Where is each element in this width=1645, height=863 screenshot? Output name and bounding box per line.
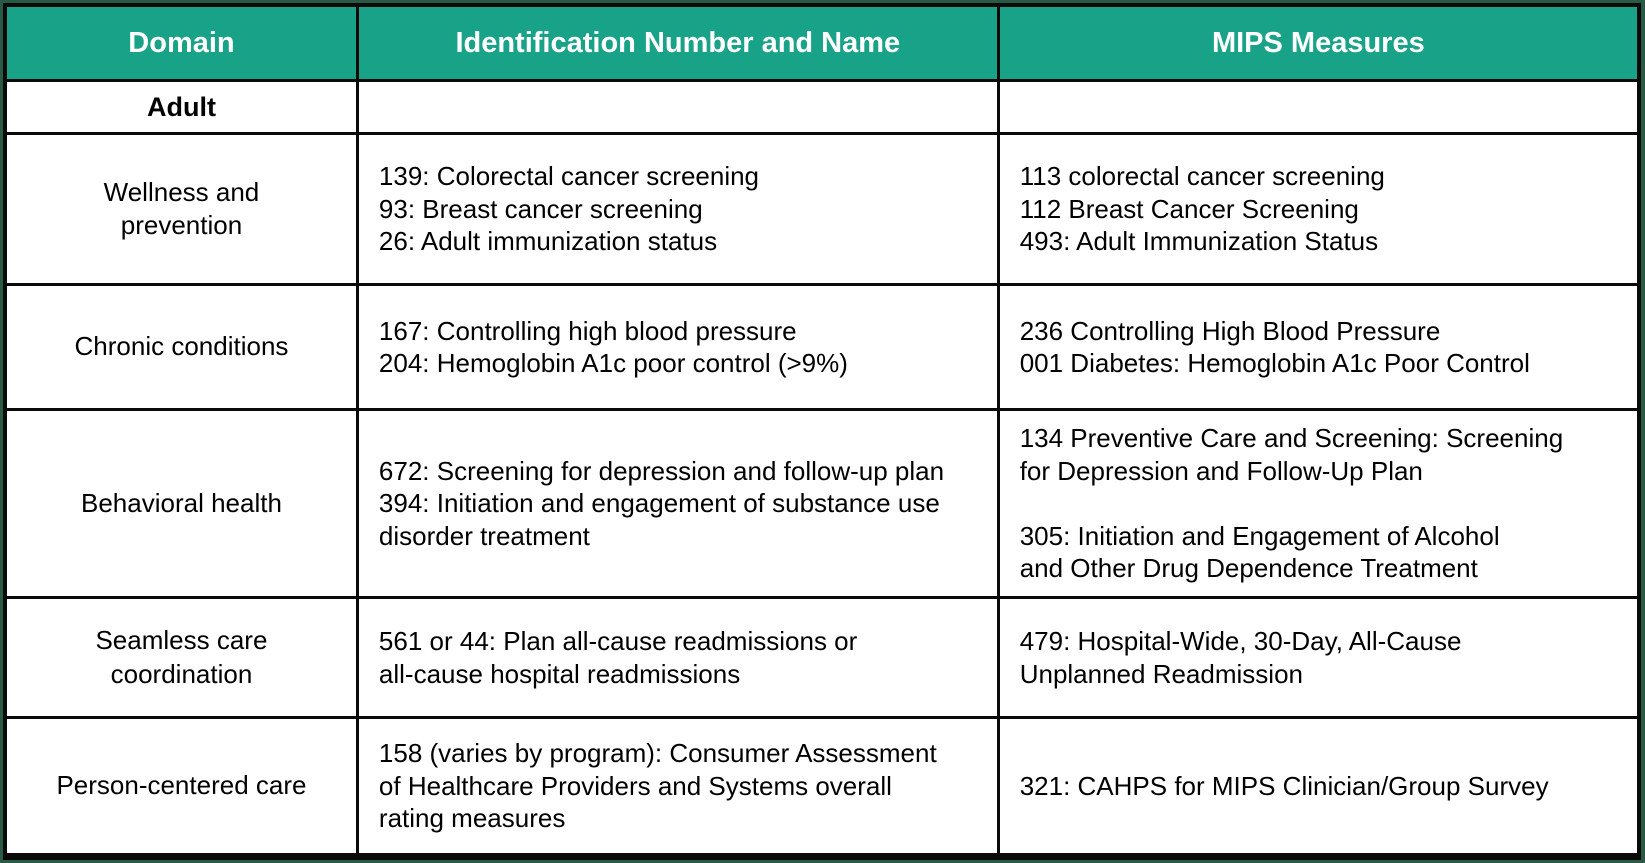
- cell-line: 479: Hospital-Wide, 30-Day, All-Cause: [1019, 626, 1462, 656]
- mips-cell: 134 Preventive Care and Screening: Scree…: [996, 408, 1641, 599]
- table-row-person-centered: Person-centered care 158 (varies by prog…: [3, 716, 1641, 858]
- mips-cell: 236 Controlling High Blood Pressure 001 …: [996, 283, 1641, 411]
- cell-line: 561 or 44: Plan all-cause readmissions o…: [378, 626, 858, 656]
- cell-line: of Healthcare Providers and Systems over…: [378, 770, 892, 801]
- section-label: Adult: [3, 79, 359, 135]
- cell-line: 672: Screening for depression and follow…: [378, 455, 945, 486]
- identification-cell: 167: Controlling high blood pressure 204…: [355, 283, 1000, 411]
- table-row-chronic: Chronic conditions 167: Controlling high…: [3, 283, 1641, 411]
- domain-cell: Person-centered care: [3, 716, 359, 858]
- cell-line: 493: Adult Immunization Status: [1019, 226, 1379, 257]
- cell-line: 321: CAHPS for MIPS Clinician/Group Surv…: [1019, 770, 1549, 801]
- cell-line: 26: Adult immunization status: [378, 226, 718, 257]
- cell-line: 394: Initiation and engagement of substa…: [378, 488, 940, 519]
- cell-line: 93: Breast cancer screening: [378, 193, 703, 224]
- cell-line: 001 Diabetes: Hemoglobin A1c Poor Contro…: [1019, 348, 1530, 378]
- identification-cell: 158 (varies by program): Consumer Assess…: [355, 716, 1000, 858]
- cell-line: 167: Controlling high blood pressure: [378, 315, 797, 346]
- cell-line: disorder treatment: [378, 520, 590, 551]
- empty-cell: [355, 79, 1000, 135]
- cell-line: 236 Controlling High Blood Pressure: [1019, 315, 1441, 346]
- cell-line: [1020, 487, 1619, 520]
- mips-cell: 321: CAHPS for MIPS Clinician/Group Surv…: [996, 716, 1641, 858]
- cell-line: rating measures: [378, 803, 566, 834]
- domain-cell: Wellness and prevention: [3, 132, 359, 286]
- mips-cell: 113 colorectal cancer screening 112 Brea…: [996, 132, 1641, 286]
- table-row-wellness: Wellness and prevention 139: Colorectal …: [3, 132, 1641, 286]
- cell-line: Unplanned Readmission: [1019, 658, 1303, 689]
- cell-line: 134 Preventive Care and Screening: Scree…: [1019, 423, 1564, 454]
- domain-cell: Behavioral health: [3, 408, 359, 599]
- cell-line: 158 (varies by program): Consumer Assess…: [378, 738, 937, 769]
- identification-cell: 561 or 44: Plan all-cause readmissions o…: [355, 596, 1000, 719]
- table-row-seamless: Seamless care coordination 561 or 44: Pl…: [3, 596, 1641, 719]
- domain-cell: Seamless care coordination: [3, 596, 359, 719]
- cell-line: 204: Hemoglobin A1c poor control (>9%): [378, 348, 848, 378]
- identification-cell: 139: Colorectal cancer screening 93: Bre…: [355, 132, 1000, 286]
- cell-line: for Depression and Follow-Up Plan: [1019, 455, 1423, 486]
- column-header-identification: Identification Number and Name: [355, 3, 1000, 82]
- cell-line: 113 colorectal cancer screening: [1019, 161, 1385, 192]
- column-header-mips: MIPS Measures: [996, 3, 1641, 82]
- cell-line: and Other Drug Dependence Treatment: [1019, 553, 1478, 584]
- column-header-domain: Domain: [3, 3, 359, 82]
- cell-line: 112 Breast Cancer Screening: [1019, 193, 1359, 224]
- mips-measures-table: Domain Identification Number and Name MI…: [3, 3, 1641, 860]
- empty-cell: [996, 79, 1641, 135]
- domain-cell: Chronic conditions: [3, 283, 359, 411]
- table-row-behavioral: Behavioral health 672: Screening for dep…: [3, 408, 1641, 599]
- header-row: Domain Identification Number and Name MI…: [3, 3, 1641, 82]
- cell-line: 305: Initiation and Engagement of Alcoho…: [1019, 520, 1500, 551]
- cell-line: 139: Colorectal cancer screening: [378, 161, 760, 192]
- section-row-adult: Adult: [3, 79, 1641, 135]
- cell-line: all-cause hospital readmissions: [378, 658, 741, 689]
- mips-cell: 479: Hospital-Wide, 30-Day, All-Cause Un…: [996, 596, 1641, 719]
- identification-cell: 672: Screening for depression and follow…: [355, 408, 1000, 599]
